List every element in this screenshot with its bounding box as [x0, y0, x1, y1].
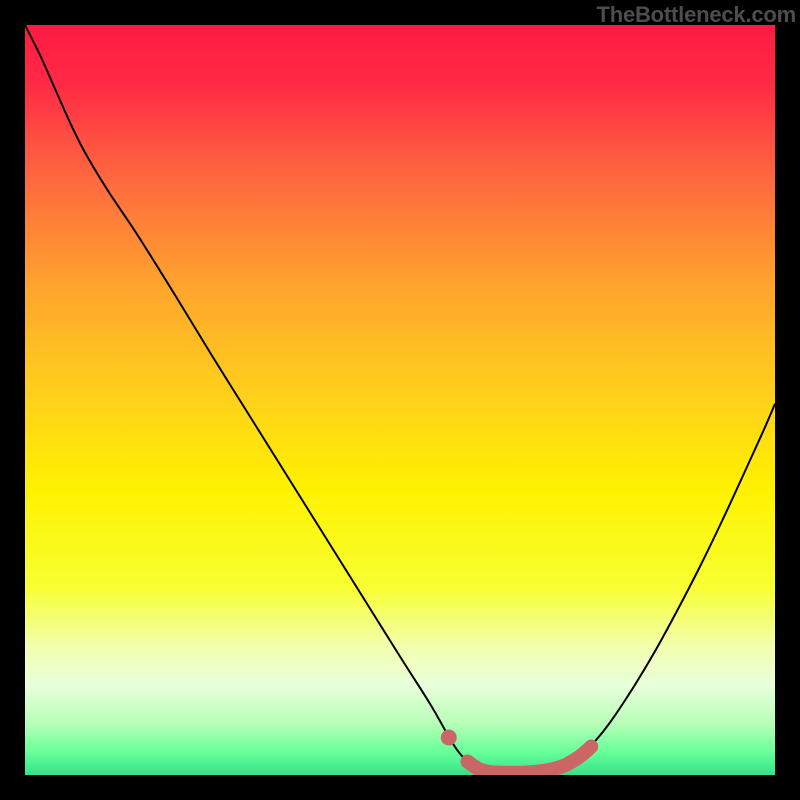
plot-area — [25, 25, 775, 775]
watermark-text: TheBottleneck.com — [596, 2, 796, 28]
gradient-background — [25, 25, 775, 775]
